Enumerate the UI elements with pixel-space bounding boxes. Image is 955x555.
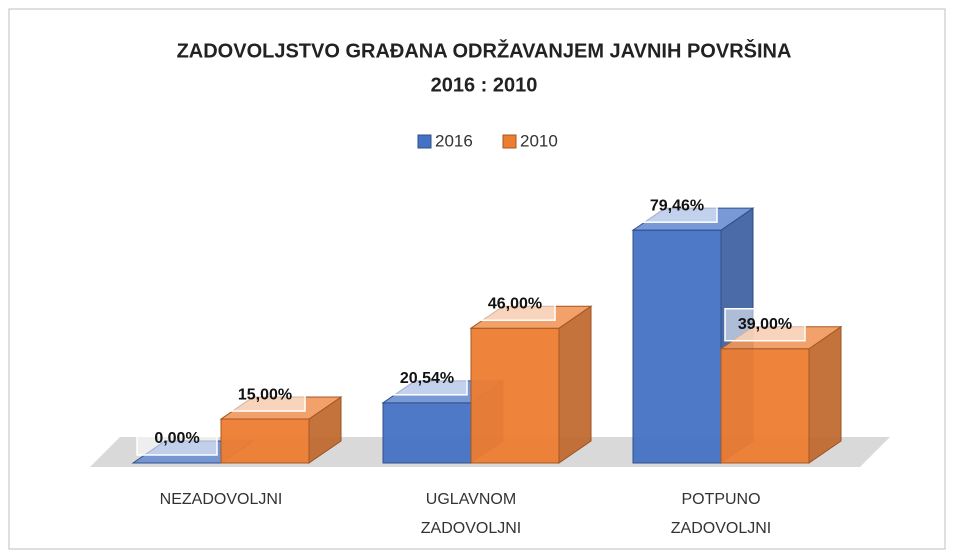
- bar: [219, 396, 343, 464]
- bar-side: [558, 305, 592, 464]
- bar-front: [470, 327, 560, 464]
- value-label: 46,00%: [488, 295, 542, 312]
- value-label-box: [136, 422, 218, 456]
- value-label: 0,00%: [154, 430, 199, 447]
- value-label: 39,00%: [738, 316, 792, 333]
- chart-title: ZADOVOLJSTVO GRAĐANA ODRŽAVANJEM JAVNIH …: [177, 38, 792, 62]
- bar-front: [632, 229, 722, 464]
- x-tick-label: UGLAVNOM ZADOVOLJNI: [421, 491, 521, 537]
- value-label: 20,54%: [400, 370, 454, 387]
- value-label: 79,46%: [650, 197, 704, 214]
- bar: [469, 305, 593, 464]
- x-tick-label: POTPUNO ZADOVOLJNI: [671, 491, 771, 537]
- legend-label: 2016: [435, 131, 473, 150]
- chart-title: 2016 : 2010: [431, 74, 538, 96]
- legend-swatch: [417, 134, 432, 149]
- bar: [719, 325, 843, 464]
- bar-front: [720, 348, 810, 464]
- value-label-box: [636, 189, 718, 223]
- bar-front: [220, 418, 310, 464]
- value-label-box: [386, 362, 468, 396]
- value-label-box: [724, 307, 806, 342]
- value-label: 15,00%: [238, 386, 292, 403]
- x-tick-label: NEZADOVOLJNI: [160, 491, 283, 508]
- bar: [631, 207, 755, 464]
- legend-label: 2010: [520, 131, 558, 150]
- value-label-box: [224, 378, 306, 412]
- bar-side: [808, 325, 842, 464]
- legend-swatch: [502, 134, 517, 149]
- bar-front: [382, 402, 472, 464]
- value-label-box: [474, 287, 556, 321]
